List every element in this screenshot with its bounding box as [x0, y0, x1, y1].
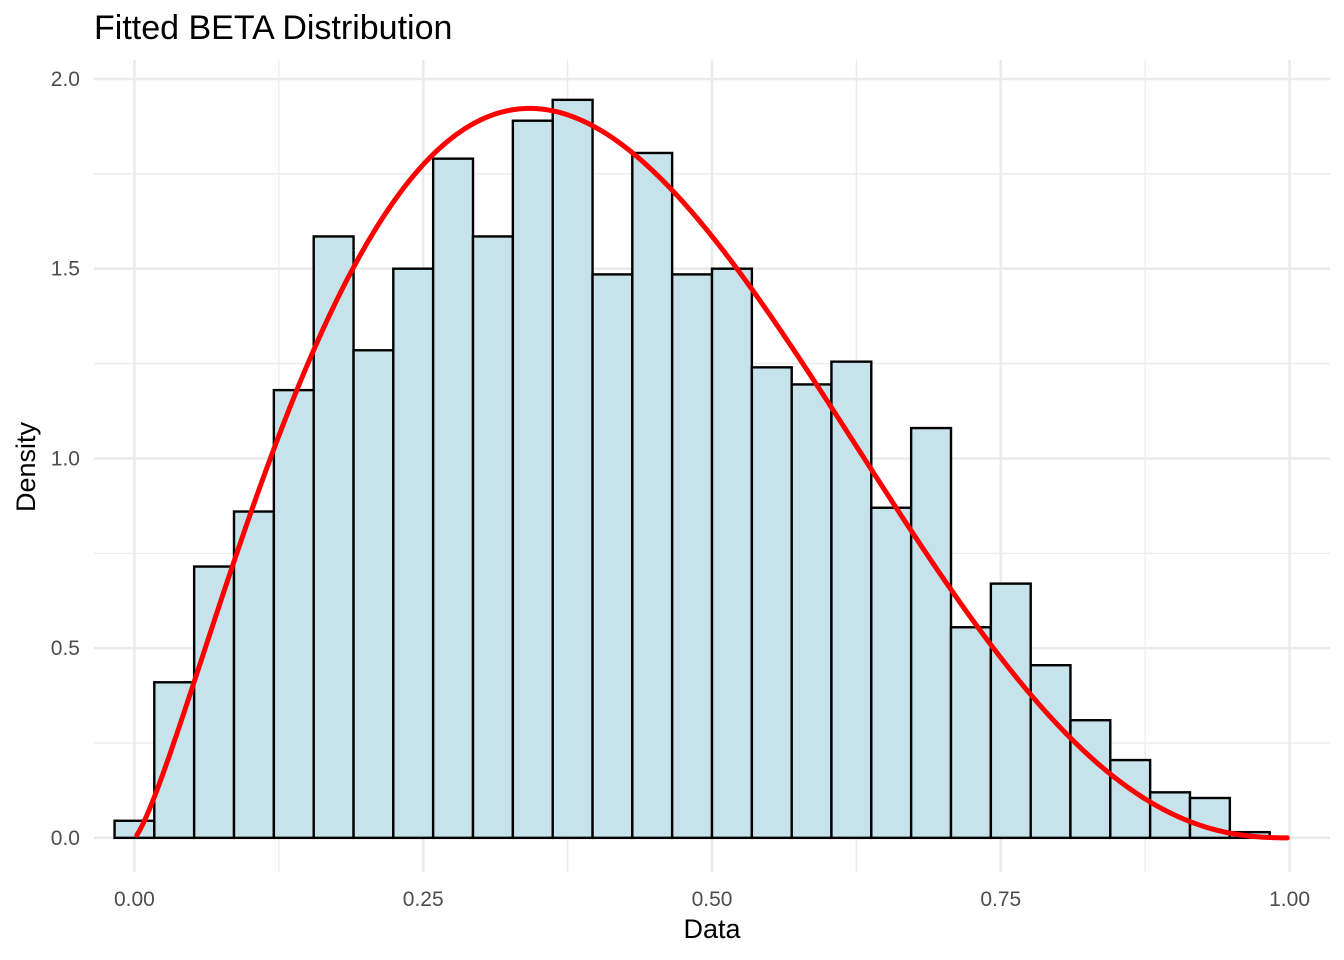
y-tick-label: 2.0 [51, 68, 80, 91]
histogram-bar [949, 626, 993, 840]
x-tick-label: 0.25 [403, 888, 444, 911]
histogram-bar [790, 383, 833, 840]
histogram-bar [232, 510, 276, 840]
fitted-beta-curve [134, 105, 1290, 841]
histogram-bar [830, 360, 873, 840]
histogram-bar [591, 273, 634, 840]
y-tick-label: 1.0 [51, 447, 80, 470]
histogram-bar [511, 119, 554, 840]
histogram-bar [750, 366, 793, 840]
x-tick-label: 0.75 [980, 888, 1021, 911]
histogram-bar [1029, 664, 1072, 840]
y-axis-title: Density [11, 421, 41, 512]
chart-title: Fitted BETA Distribution [94, 9, 452, 47]
x-axis-title: Data [683, 914, 741, 944]
histogram-bar [710, 267, 754, 840]
histogram-bar [431, 157, 475, 840]
histogram-bar [551, 98, 594, 840]
x-tick-label: 0.50 [692, 888, 733, 911]
histogram-bar [192, 565, 236, 840]
x-tick-label: 1.00 [1269, 888, 1310, 911]
histogram-bar [272, 388, 315, 840]
histogram-bar [352, 349, 395, 840]
histogram-bar [989, 582, 1032, 840]
histogram-bars [113, 98, 1271, 840]
y-tick-label: 0.5 [51, 637, 80, 660]
histogram-bar [870, 506, 913, 840]
histogram-bar [909, 426, 953, 840]
histogram-bar [670, 273, 714, 840]
histogram-bar [1069, 719, 1112, 840]
histogram-bar [312, 235, 355, 840]
fitted-curve-layer [134, 105, 1290, 841]
histogram-bar [631, 151, 674, 840]
x-tick-label: 0.00 [114, 888, 155, 911]
y-tick-label: 0.0 [51, 827, 80, 850]
histogram-bar [392, 267, 435, 840]
histogram-bar [471, 235, 515, 840]
y-tick-label: 1.5 [51, 258, 80, 281]
tick-labels: 0.00 0.25 0.50 0.75 1.00 0.0 0.5 1.0 1.5 2.0 [51, 68, 1310, 911]
